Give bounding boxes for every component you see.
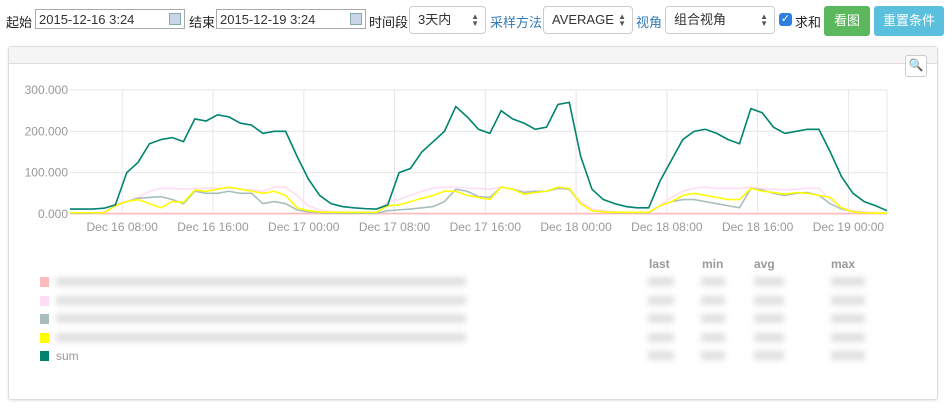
legend-stat-redacted: [754, 332, 784, 342]
period-value: 3天内: [418, 12, 452, 27]
end-label: 结束: [189, 15, 216, 30]
view-label[interactable]: 视角: [636, 15, 663, 30]
x-tick-label: Dec 17 16:00: [450, 220, 522, 234]
legend-stat-redacted: [648, 277, 674, 286]
reset-button[interactable]: 重置条件: [874, 6, 944, 36]
sampling-value: AVERAGE: [552, 12, 614, 27]
end-date-input[interactable]: 2015-12-19 3:24: [216, 9, 366, 29]
legend-label-redacted: [56, 295, 466, 305]
x-tick-label: Dec 18 08:00: [631, 220, 703, 234]
legend-stat-redacted: [831, 277, 865, 286]
select-arrows-icon: ▲ ▼: [471, 12, 479, 28]
legend-label-sum: sum: [56, 349, 79, 363]
legend-stat-redacted: [648, 351, 674, 360]
legend-label-redacted: [56, 332, 466, 342]
start-date-input[interactable]: 2015-12-16 3:24: [35, 9, 185, 29]
y-tick-label: 300.000: [25, 83, 69, 97]
legend-swatch: [40, 351, 49, 361]
series-line-series-4: [70, 186, 887, 214]
legend-header-last: last: [649, 257, 670, 271]
x-tick-label: Dec 16 16:00: [177, 220, 249, 234]
x-tick-label: Dec 18 00:00: [540, 220, 612, 234]
legend-stat-redacted: [648, 332, 674, 342]
x-tick-label: Dec 17 00:00: [268, 220, 340, 234]
start-label: 起始: [6, 15, 33, 30]
end-date-value: 2015-12-19 3:24: [220, 12, 316, 27]
view-value: 组合视角: [674, 12, 727, 27]
sampling-select[interactable]: AVERAGE ▲ ▼: [543, 6, 633, 34]
legend-stat-redacted: [701, 314, 725, 323]
legend-stat-redacted: [754, 277, 784, 286]
x-tick-label: Dec 19 00:00: [813, 220, 885, 234]
legend-stat-redacted: [831, 332, 865, 342]
x-tick-label: Dec 16 08:00: [87, 220, 159, 234]
legend-label-redacted: [56, 277, 466, 286]
legend-stat-redacted: [701, 332, 725, 342]
sum-label: 求和: [795, 15, 822, 30]
period-label: 时间段: [369, 15, 409, 30]
legend-swatch: [40, 277, 49, 287]
sum-checkbox[interactable]: ✓: [779, 13, 792, 26]
chart-panel: 🔍: [8, 46, 938, 400]
legend-label-redacted: [56, 314, 466, 323]
legend-header-max: max: [831, 257, 856, 271]
legend-stat-redacted: [648, 295, 674, 305]
legend-stat-redacted: [754, 314, 784, 323]
series-line-sum: [70, 101, 888, 212]
legend-stat-redacted: [754, 295, 784, 305]
series-line-series-2: [70, 186, 888, 214]
y-tick-label: 0.000: [38, 207, 68, 221]
calendar-icon[interactable]: [169, 13, 181, 25]
view-chart-button[interactable]: 看图: [824, 6, 870, 36]
select-arrows-icon: ▲ ▼: [618, 12, 626, 28]
panel-header: [9, 47, 937, 64]
legend-stat-redacted: [831, 314, 865, 323]
legend-swatch: [40, 295, 49, 306]
view-select[interactable]: 组合视角 ▲ ▼: [665, 6, 775, 34]
zoom-icon[interactable]: 🔍: [905, 55, 927, 77]
y-tick-label: 200.000: [25, 124, 69, 138]
calendar-icon[interactable]: [350, 13, 362, 25]
period-select[interactable]: 3天内 ▲ ▼: [409, 6, 486, 34]
legend-stat-redacted: [831, 295, 865, 305]
legend-swatch: [40, 332, 49, 343]
x-tick-label: Dec 17 08:00: [359, 220, 431, 234]
y-tick-label: 100.000: [25, 166, 69, 180]
legend-stat-redacted: [831, 351, 865, 360]
legend-swatch: [40, 314, 49, 324]
start-date-value: 2015-12-16 3:24: [39, 12, 135, 27]
legend-stat-redacted: [701, 277, 725, 286]
sampling-label[interactable]: 采样方法: [490, 15, 543, 30]
x-tick-label: Dec 18 16:00: [722, 220, 794, 234]
select-arrows-icon: ▲ ▼: [760, 12, 768, 28]
legend-stat-redacted: [701, 295, 725, 305]
legend-header-min: min: [702, 257, 724, 271]
legend-stat-redacted: [648, 314, 674, 323]
legend-stat-redacted: [701, 351, 725, 360]
legend-stat-redacted: [754, 351, 784, 360]
legend-header-avg: avg: [754, 257, 775, 271]
